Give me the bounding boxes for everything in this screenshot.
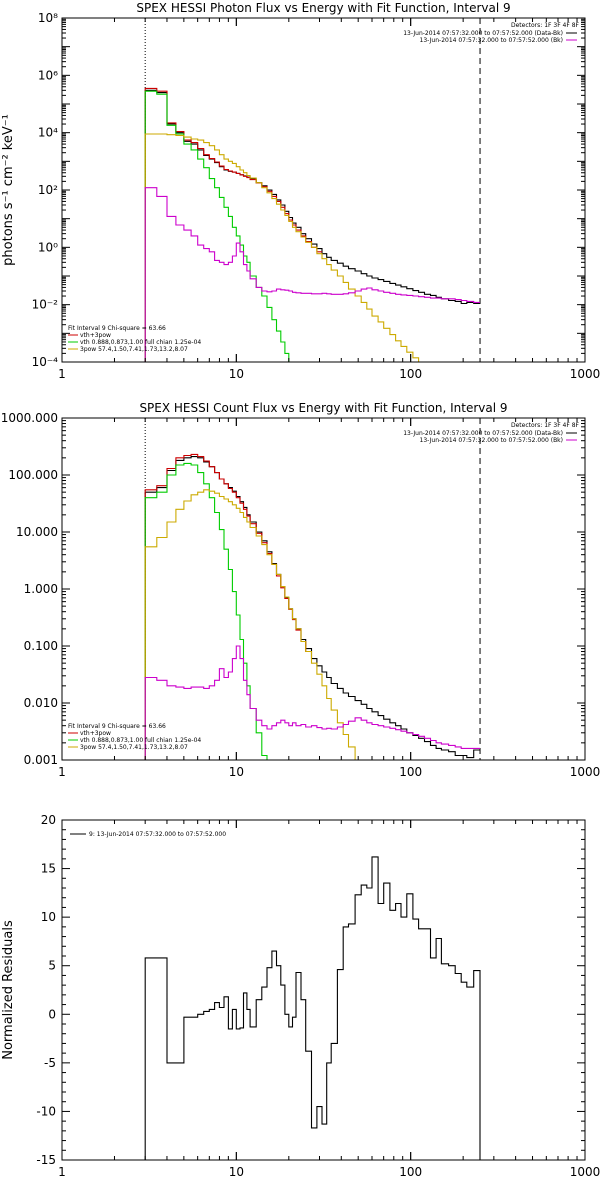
data-series-group — [144, 856, 481, 1160]
plot-frame — [61, 17, 586, 363]
legend-left-text: Fit Interval 9 Chi-square = 63.66 — [68, 325, 166, 332]
y-tick-label: 10⁻⁴ — [32, 355, 59, 369]
x-tick-label: 1000 — [570, 765, 600, 779]
y-tick-label: -5 — [44, 1056, 56, 1070]
y-tick-label: 10.000 — [16, 525, 58, 539]
y-tick-label: 10 — [41, 910, 56, 924]
plot-frame — [61, 417, 586, 761]
x-tick-label: 100 — [399, 1165, 422, 1179]
y-tick-label: 10⁸ — [38, 11, 58, 25]
legend-left-text: 3pow 57.4,1.50,7.41,1.73,13.2,8.07 — [80, 346, 188, 353]
x-tick-label: 1 — [58, 765, 66, 779]
legend-right-text: 13-Jun-2014 07:57:32.000 to 07:57:52.000… — [403, 430, 563, 437]
y-tick-label: -10 — [36, 1104, 56, 1118]
legend-left-text: vth+3pow — [80, 332, 111, 339]
y-axis-label: Normalized Residuals — [1, 920, 16, 1060]
x-tick-label: 1 — [58, 1165, 66, 1179]
series-line-vth — [144, 462, 268, 760]
y-tick-label: 1000.000 — [1, 411, 58, 425]
chart-panel-1: SPEX HESSI Photon Flux vs Energy with Fi… — [1, 1, 600, 381]
x-tick-label: 10 — [229, 765, 244, 779]
y-tick-label: 0.010 — [24, 696, 58, 710]
y-tick-label: 1.000 — [24, 582, 58, 596]
plot-frame — [61, 819, 586, 1161]
y-tick-label: 10⁰ — [38, 240, 58, 254]
y-tick-label: 0.100 — [24, 639, 58, 653]
y-tick-label: 10⁻² — [32, 298, 59, 312]
y-tick-label: 10⁶ — [38, 68, 58, 82]
y-tick-label: 10⁴ — [38, 126, 58, 140]
chart-panel-2: SPEX HESSI Count Flux vs Energy with Fit… — [1, 401, 600, 779]
y-tick-label: 5 — [48, 959, 56, 973]
legend-left-text: Fit Interval 9 Chi-square = 63.66 — [68, 723, 166, 730]
chart-title: SPEX HESSI Photon Flux vs Energy with Fi… — [136, 1, 510, 15]
x-tick-label: 100 — [399, 765, 422, 779]
data-series-group — [144, 87, 480, 362]
y-tick-label: 0 — [48, 1007, 56, 1021]
legend-left-text: vth+3pow — [80, 730, 111, 737]
data-series-group — [144, 453, 480, 760]
series-line-data-bk — [144, 456, 480, 760]
series-line-3pow — [144, 133, 425, 362]
x-tick-label: 1 — [58, 367, 66, 381]
y-tick-label: 20 — [41, 813, 56, 827]
y-axis-label: photons s⁻¹ cm⁻² keV⁻¹ — [1, 114, 16, 266]
y-tick-label: -15 — [36, 1153, 56, 1167]
x-tick-label: 1000 — [570, 367, 600, 381]
detectors-label: Detectors: 1F 3F 4F 8F — [511, 422, 580, 429]
legend-right-text: 13-Jun-2014 07:57:32.000 to 07:57:52.000… — [403, 30, 563, 37]
y-tick-label: 100.000 — [8, 468, 58, 482]
y-tick-label: 10² — [38, 183, 58, 197]
legend-text: 9: 13-Jun-2014 07:57:32.000 to 07:57:52.… — [89, 831, 226, 838]
x-tick-label: 100 — [399, 367, 422, 381]
series-line-vth-3pow — [144, 453, 312, 760]
series-line-vth-3pow — [144, 87, 322, 362]
x-tick-label: 10 — [229, 1165, 244, 1179]
series-line-vth — [144, 90, 293, 362]
legend-right-text: 13-Jun-2014 07:57:32.000 to 07:57:52.000… — [420, 37, 563, 44]
series-line-3pow — [144, 489, 362, 760]
detectors-label: Detectors: 1F 3F 4F 8F — [511, 22, 580, 29]
series-line-bk — [144, 187, 480, 362]
y-tick-label: 15 — [41, 862, 56, 876]
series-line-residuals — [144, 856, 481, 1160]
chart-panel-3: 1 10 100 1000 -15 -10 -5 0 5 10 15 20 Normalized Res… — [1, 813, 600, 1179]
legend-left-text: 3pow 57.4,1.50,7.41,1.73,13.2,8.07 — [80, 744, 188, 751]
legend-left-text: vth 0.888,0.873,1.00 full chian 1.25e-04 — [80, 737, 201, 744]
legend-right-text: 13-Jun-2014 07:57:32.000 to 07:57:52.000… — [420, 437, 563, 444]
x-tick-label: 1000 — [570, 1165, 600, 1179]
legend-left-text: vth 0.888,0.873,1.00 full chian 1.25e-04 — [80, 339, 201, 346]
x-tick-label: 10 — [229, 367, 244, 381]
chart-title: SPEX HESSI Count Flux vs Energy with Fit… — [139, 401, 507, 415]
y-tick-label: 0.001 — [24, 753, 58, 767]
series-line-bk — [144, 645, 480, 760]
